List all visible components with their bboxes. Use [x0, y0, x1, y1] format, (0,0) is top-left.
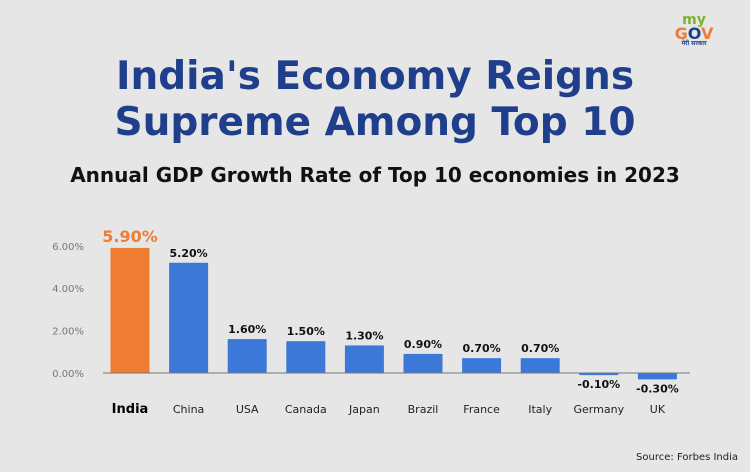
title-line-1: India's Economy Reigns [115, 54, 635, 99]
source-note: Source: Forbes India [636, 452, 738, 463]
y-tick-label: 4.00% [52, 284, 84, 295]
bar-usa [227, 339, 267, 373]
x-tick-label: China [173, 403, 204, 416]
mygov-logo: my GOV मेरी सरकार [664, 12, 724, 48]
x-tick-label: Italy [528, 403, 552, 416]
logo-tagline: मेरी सरकार [681, 40, 707, 47]
x-tick-label: UK [650, 403, 666, 416]
y-tick-label: 2.00% [52, 327, 84, 338]
x-tick-label: USA [236, 403, 259, 416]
x-tick-label: Canada [285, 403, 327, 416]
x-tick-label: France [463, 403, 500, 416]
data-label: 5.90% [102, 227, 158, 246]
data-label: 0.70% [463, 342, 501, 355]
bar-japan [344, 345, 384, 373]
data-label: -0.30% [636, 382, 679, 395]
y-tick-label: 0.00% [52, 369, 84, 380]
data-label: 1.60% [228, 323, 266, 336]
bar-china [169, 262, 209, 373]
bar-france [462, 358, 502, 373]
bar-uk [637, 373, 677, 380]
x-tick-label: Germany [574, 403, 625, 416]
chart-title: Annual GDP Growth Rate of Top 10 economi… [70, 163, 680, 187]
bar-italy [520, 358, 560, 373]
data-label: 1.30% [345, 329, 383, 342]
y-tick-label: 6.00% [52, 242, 84, 253]
data-label: 5.20% [170, 247, 208, 260]
logo-gov: GOV [674, 24, 714, 43]
logo-my: my [682, 12, 706, 28]
data-label: 0.70% [521, 342, 559, 355]
x-tick-label: India [112, 402, 149, 417]
page-title: India's Economy Reigns Supreme Among Top… [0, 54, 750, 146]
x-tick-label: Brazil [408, 403, 439, 416]
bar-brazil [403, 353, 443, 373]
title-line-2: Supreme Among Top 10 [114, 100, 636, 145]
data-label: 1.50% [287, 325, 325, 338]
x-tick-label: Japan [348, 403, 380, 416]
bar-india [110, 247, 150, 373]
bar-canada [286, 341, 326, 373]
data-label: 0.90% [404, 338, 442, 351]
data-label: -0.10% [577, 378, 620, 391]
bar-germany [579, 373, 619, 376]
